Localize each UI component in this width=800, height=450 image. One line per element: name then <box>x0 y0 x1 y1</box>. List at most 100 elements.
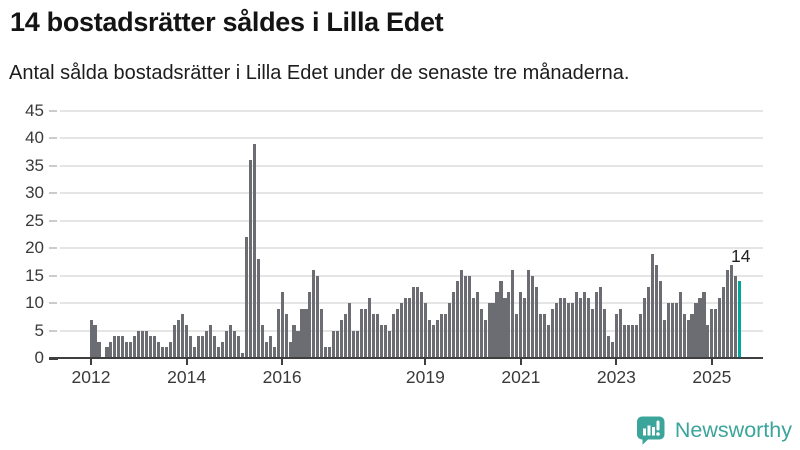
bar <box>435 319 439 358</box>
y-axis-tick <box>49 302 57 304</box>
y-axis-label: 0 <box>34 348 44 367</box>
bar <box>364 308 368 358</box>
y-axis-tick <box>49 329 57 332</box>
bar <box>419 292 423 358</box>
bar <box>181 314 185 358</box>
bar <box>395 308 400 358</box>
logo-chart-bar <box>651 427 655 436</box>
bar <box>268 336 272 358</box>
bar <box>495 292 499 358</box>
bar <box>439 314 443 358</box>
bar <box>288 341 292 358</box>
bar <box>610 341 614 358</box>
y-axis-label: 10 <box>25 293 44 312</box>
y-axis-label: 5 <box>34 320 44 340</box>
bar <box>276 308 280 358</box>
x-axis-tick <box>519 359 522 365</box>
bar <box>280 292 284 358</box>
x-axis-tick <box>185 359 188 365</box>
bar <box>332 330 336 358</box>
bar <box>185 325 189 358</box>
bar <box>738 281 742 358</box>
bar <box>463 275 467 358</box>
bar <box>117 336 121 358</box>
bar <box>244 237 248 358</box>
bar <box>734 275 738 358</box>
bar <box>646 286 650 358</box>
bar <box>583 292 587 358</box>
bar <box>567 303 571 358</box>
bar <box>391 314 396 358</box>
bar <box>662 319 666 358</box>
bar <box>340 319 344 358</box>
y-axis-label: 20 <box>25 238 44 257</box>
x-axis-label: 2021 <box>501 367 541 387</box>
bar <box>125 341 129 358</box>
bar <box>208 325 212 358</box>
bar <box>674 303 678 358</box>
page-title: 14 bostadsrätter såldes i Lilla Edet <box>10 7 444 37</box>
bar <box>714 308 718 358</box>
bar <box>547 325 551 358</box>
bar <box>192 347 197 358</box>
bar <box>487 303 491 358</box>
bar <box>515 314 519 358</box>
y-axis-tick <box>49 164 57 167</box>
bar <box>352 330 356 358</box>
bar <box>479 308 483 358</box>
bar <box>622 325 626 358</box>
logo-chart-bar <box>647 425 651 436</box>
bar <box>121 336 125 358</box>
bar <box>638 314 642 358</box>
bar <box>491 303 495 358</box>
bar <box>730 264 734 358</box>
bar <box>256 259 260 358</box>
bar <box>523 297 527 358</box>
bar <box>224 330 228 358</box>
gridline <box>60 219 763 222</box>
x-axis-line <box>55 356 763 359</box>
bar <box>686 319 690 358</box>
bar <box>618 308 622 358</box>
bar <box>602 308 606 358</box>
bar <box>284 314 288 358</box>
bar <box>527 270 531 358</box>
y-axis-label: 30 <box>25 183 44 202</box>
x-axis-label: 2023 <box>596 367 636 387</box>
bar <box>706 325 710 358</box>
bar <box>630 325 634 358</box>
y-axis-label: 35 <box>25 155 44 175</box>
y-axis-tick <box>49 219 57 222</box>
bar <box>384 325 388 358</box>
bar <box>200 336 205 358</box>
y-axis-tick <box>49 247 57 249</box>
gridline <box>60 247 763 249</box>
x-axis-label: 2016 <box>262 367 302 387</box>
bar <box>658 281 662 358</box>
bar <box>447 303 451 358</box>
bar <box>718 297 722 358</box>
bar <box>407 297 411 358</box>
y-axis-label: 40 <box>25 128 44 147</box>
x-axis-tick <box>281 359 284 365</box>
bar <box>196 336 201 358</box>
x-axis-label: 2012 <box>71 367 111 387</box>
bar <box>710 308 714 358</box>
bar <box>169 341 173 358</box>
newsworthy-logo-icon <box>636 416 665 445</box>
x-axis-tick <box>424 359 427 365</box>
bar <box>165 347 169 358</box>
bar <box>559 297 563 358</box>
bar <box>204 330 208 358</box>
bar <box>129 341 133 358</box>
x-axis-tick <box>90 359 92 365</box>
bar <box>324 347 328 358</box>
bar <box>97 341 101 358</box>
y-axis-tick <box>49 274 57 277</box>
bar <box>153 336 157 358</box>
logo-exclamation-icon <box>656 420 660 431</box>
bar <box>89 319 93 358</box>
gridline <box>60 302 763 304</box>
bar <box>579 297 583 358</box>
bar <box>654 264 658 358</box>
